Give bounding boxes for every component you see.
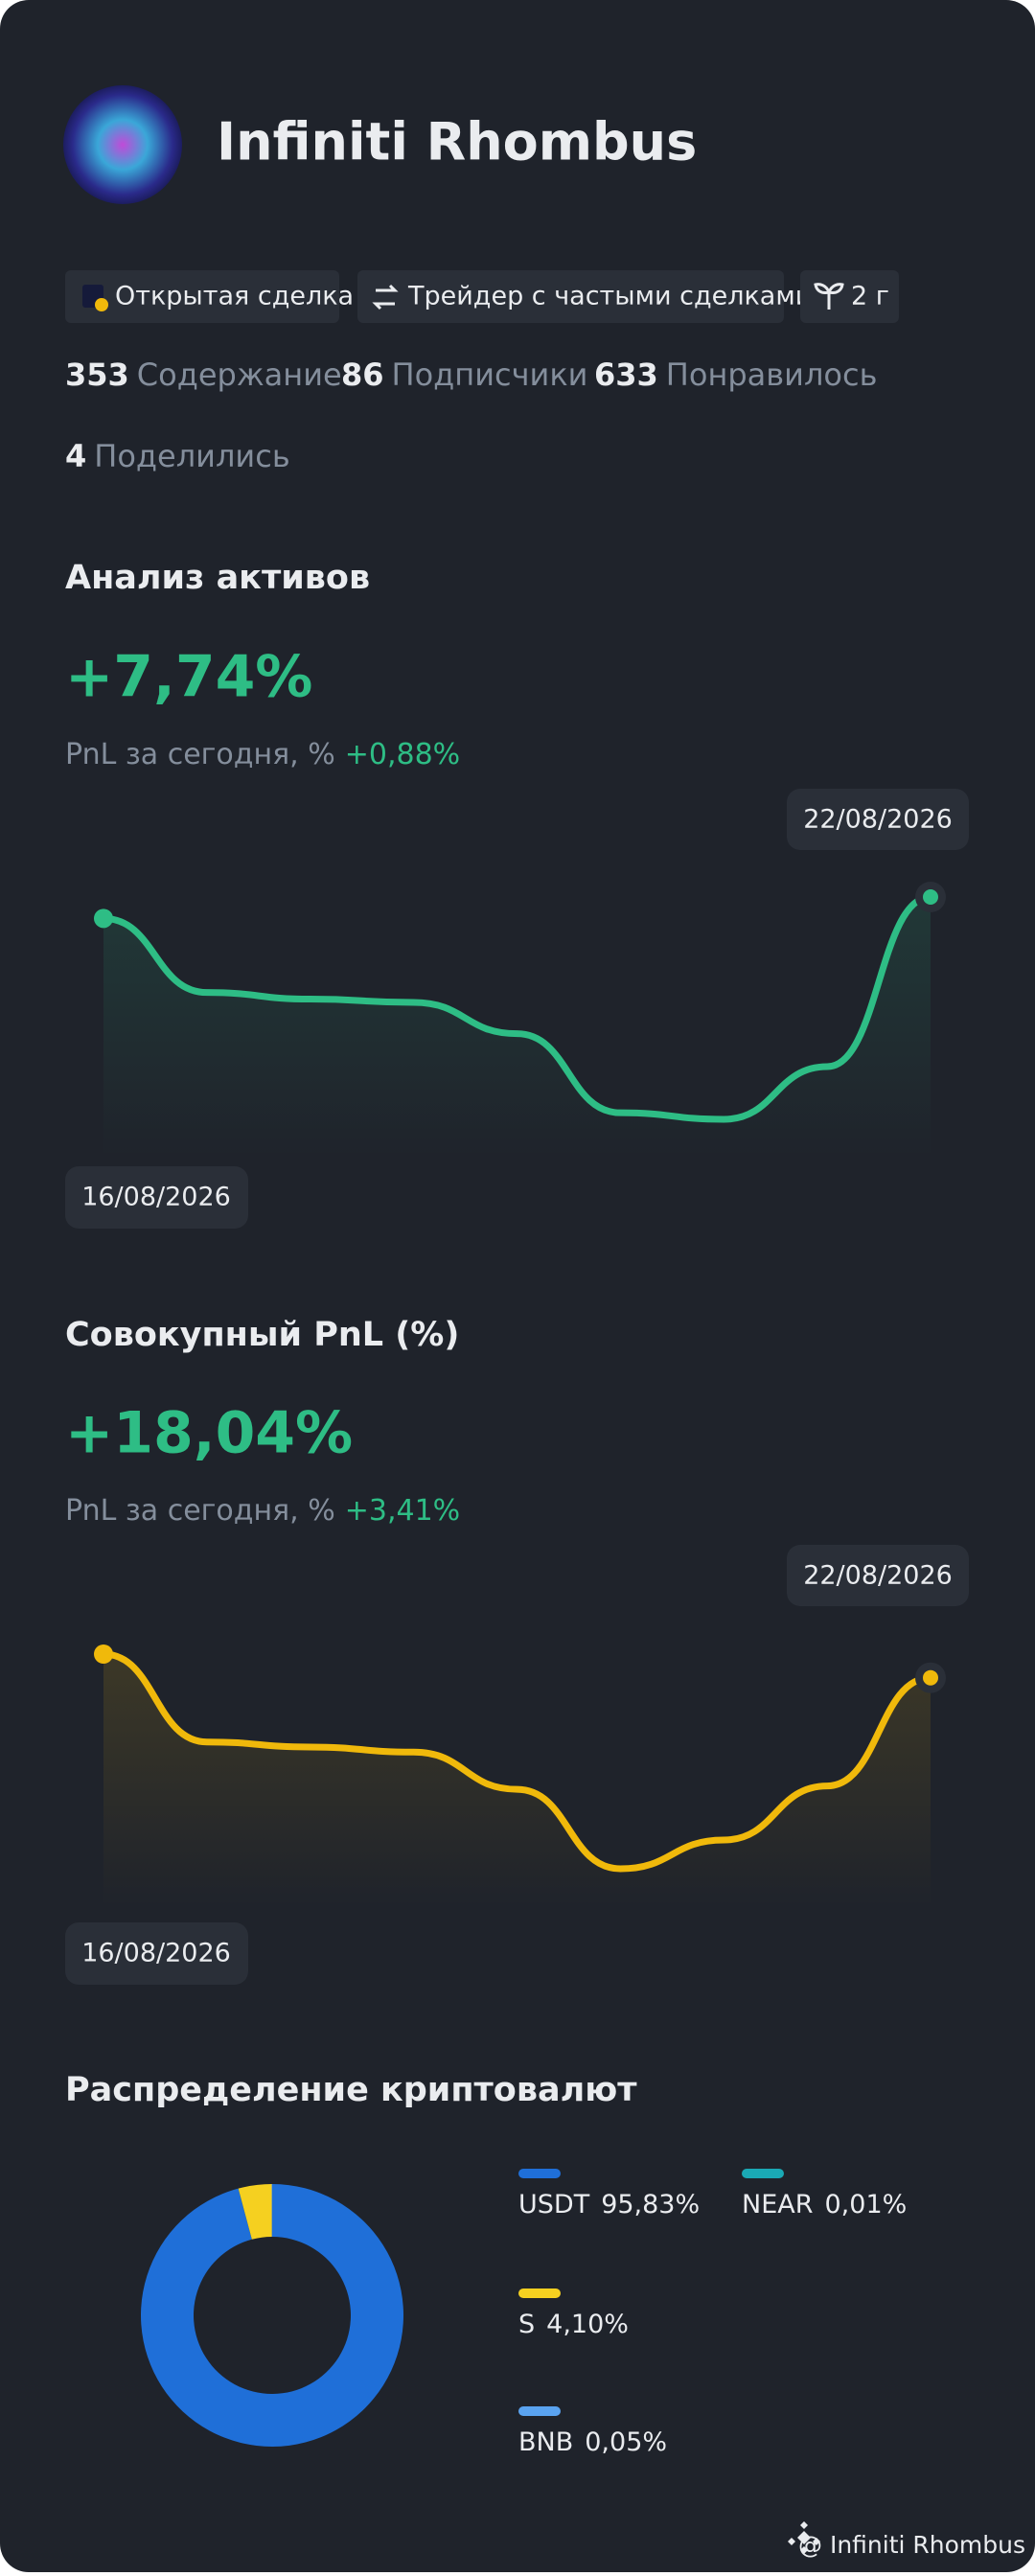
profile-name: Infiniti Rhombus [217,112,697,172]
stat-label: Подписчики [392,356,588,393]
change: +18,04% [65,1400,353,1467]
legend-name: USDT [518,2190,590,2220]
end-date: 22/08/2026 [803,1561,953,1591]
badges: Открытая сделка Трейдер с частыми сделка… [65,270,899,323]
avatar [63,85,182,204]
stat-value: 353 [65,356,129,393]
today-change: +3,41% [345,1494,460,1528]
start-date: 16/08/2026 [81,1939,231,1968]
legend-swatch [518,2288,561,2298]
stat-label: Понравилось [666,356,878,393]
legend-entry: BNB 0,05% [518,2427,667,2457]
legend-value: 0,01% [825,2190,908,2220]
legend-swatch [742,2169,784,2178]
stat-label: Содержание [137,356,342,393]
point [94,908,113,928]
legend-name: S [518,2310,535,2339]
legend-swatch [518,2169,561,2178]
badge-text: Трейдер с частыми сделками [407,282,812,311]
legend-value: 0,05% [585,2427,667,2457]
section-title: Совокупный PnL (%) [65,1316,459,1354]
point [923,1670,938,1686]
legend-name: NEAR [742,2190,814,2220]
badge-text: Открытая сделка [115,282,354,311]
badge-text: 2 г [851,282,889,311]
today-label: PnL за сегодня, % [65,738,335,771]
legend-value: 95,83% [601,2190,700,2220]
today: PnL за сегодня, % +3,41% [65,1494,460,1528]
stat-value: 633 [594,356,658,393]
today-change: +0,88% [345,738,460,771]
today: PnL за сегодня, % +0,88% [65,738,460,771]
legend-value: 4,10% [546,2310,629,2339]
footer: @ Infiniti Rhombus [798,2531,1025,2559]
point [94,1644,113,1664]
change: +7,74% [65,644,312,711]
stat-value: 4 [65,438,86,474]
section-title: Анализ активов [65,559,370,597]
point [923,889,938,905]
end-date: 22/08/2026 [803,805,953,835]
stat-label: Поделились [94,438,289,474]
legend-swatch [518,2406,561,2416]
today-label: PnL за сегодня, % [65,1494,335,1528]
stat-value: 86 [341,356,384,393]
badge-icon [95,298,108,311]
section-title: Распределение криптовалют [65,2071,637,2109]
start-date: 16/08/2026 [81,1183,231,1212]
legend-entry: USDT 95,83% [518,2190,700,2220]
legend-name: BNB [518,2427,573,2457]
legend-entry: NEAR 0,01% [742,2190,907,2220]
